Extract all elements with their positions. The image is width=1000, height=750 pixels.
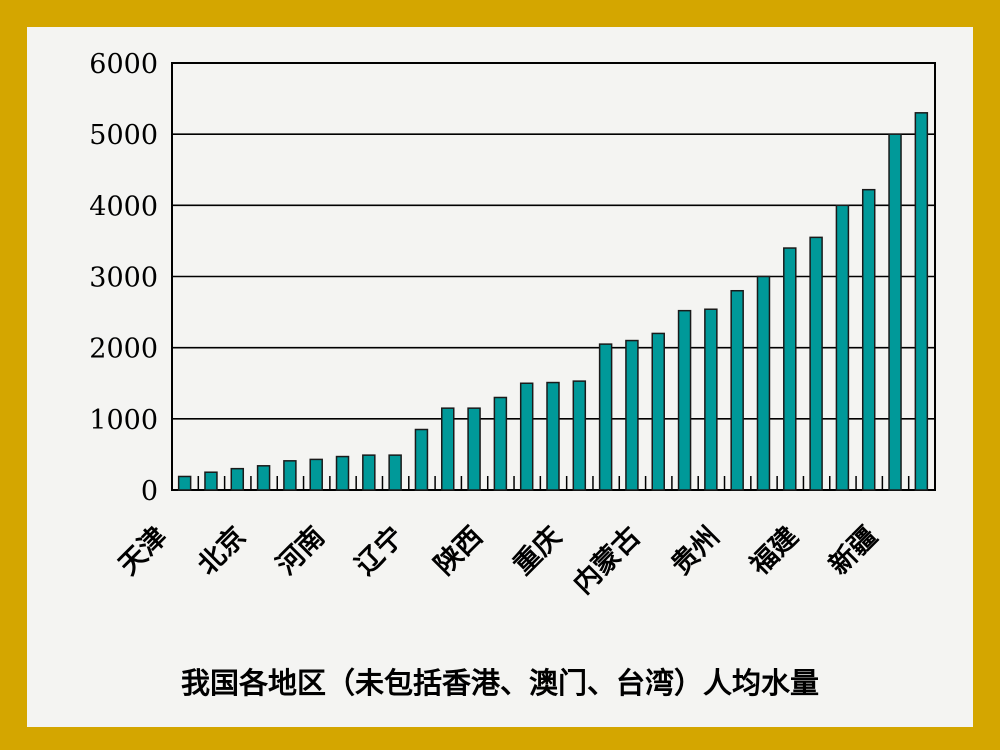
bar: [441, 407, 455, 491]
bar: [546, 381, 560, 491]
bar: [704, 308, 718, 491]
bar: [230, 467, 245, 491]
x-category-label: 内蒙古: [567, 521, 646, 600]
bar: [256, 465, 271, 491]
x-category-label: 贵州: [666, 521, 726, 581]
bar: [625, 339, 639, 491]
bar: [283, 460, 297, 491]
bar: [309, 458, 323, 491]
bar: [204, 471, 218, 491]
bar: [598, 343, 613, 491]
y-tick-label: 1000: [89, 405, 158, 436]
bar: [362, 454, 376, 491]
y-tick-label: 5000: [89, 120, 158, 151]
bar: [677, 309, 692, 491]
x-category-label: 新疆: [823, 520, 884, 581]
y-tick-label: 0: [141, 476, 158, 507]
y-tick-label: 2000: [89, 334, 158, 365]
x-category-label: 重庆: [507, 520, 568, 581]
bar: [914, 112, 929, 491]
bar: [809, 236, 823, 491]
y-tick-label: 6000: [89, 49, 158, 80]
x-category-label: 天津: [113, 521, 173, 581]
bar: [651, 332, 665, 491]
bar: [335, 455, 350, 491]
y-tick-label: 4000: [89, 191, 158, 222]
bar: [861, 188, 876, 491]
bar: [783, 247, 797, 491]
bar: [888, 133, 902, 491]
x-category-label: 陕西: [429, 521, 489, 581]
bar: [730, 289, 744, 491]
bar: [835, 204, 850, 491]
bar: [177, 475, 192, 491]
bar: [572, 380, 587, 491]
chart-title: 我国各地区（未包括香港、澳门、台湾）人均水量: [180, 666, 819, 700]
x-category-label: 河南: [271, 521, 331, 581]
bar: [414, 428, 429, 491]
x-category-label: 福建: [744, 521, 805, 582]
x-category-label: 辽宁: [349, 520, 410, 581]
bar: [388, 454, 402, 491]
bar: [493, 396, 508, 491]
y-tick-label: 3000: [89, 263, 158, 294]
bar: [756, 275, 771, 491]
bar: [519, 382, 534, 491]
x-category-label: 北京: [191, 520, 252, 581]
bar: [467, 407, 481, 491]
